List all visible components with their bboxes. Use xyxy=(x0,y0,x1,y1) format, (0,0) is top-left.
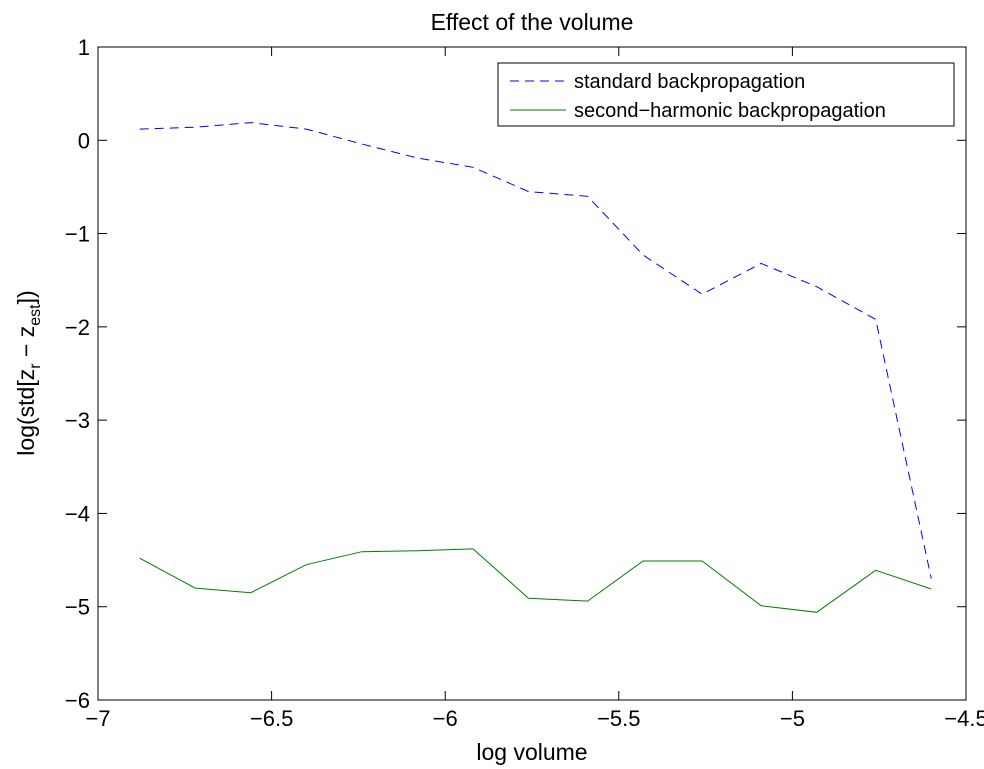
axes-box xyxy=(97,46,967,701)
x-tick-label: −6 xyxy=(433,706,458,731)
y-tick-label: −5 xyxy=(65,595,90,620)
y-axis-title: log(std[zr − zest]) xyxy=(13,290,44,455)
y-axis-title-sub-r: r xyxy=(27,363,44,369)
plot-area xyxy=(97,46,967,701)
x-tick-label: −5 xyxy=(780,706,805,731)
series-layer xyxy=(139,122,932,613)
x-tick-label: −6.5 xyxy=(250,706,293,731)
x-tick-label: −4.5 xyxy=(944,706,984,731)
series-line-second-harmonic xyxy=(139,548,932,613)
legend-label-second-harmonic: second−harmonic backpropagation xyxy=(574,100,886,122)
x-tick-label: −7 xyxy=(85,706,110,731)
series-line-standard xyxy=(139,122,932,579)
y-axis-title-middle: − z xyxy=(13,326,39,364)
y-tick-label: 0 xyxy=(78,128,90,153)
y-tick-label: −1 xyxy=(65,222,90,247)
y-tick-label: −3 xyxy=(65,408,90,433)
legend-label-standard: standard backpropagation xyxy=(574,71,805,93)
chart-title: Effect of the volume xyxy=(431,9,634,35)
y-tick-label: −2 xyxy=(65,315,90,340)
y-axis-title-prefix: log(std[z xyxy=(13,369,39,456)
y-axis: 1 0 −1 −2 −3 −4 −5 −6 xyxy=(65,35,966,713)
y-tick-label: −6 xyxy=(65,688,90,713)
y-axis-title-suffix: ]) xyxy=(13,290,39,304)
y-tick-label: −4 xyxy=(65,501,90,526)
x-axis: −7 −6.5 −6 −5.5 −5 −4.5 xyxy=(85,47,984,731)
legend-box xyxy=(497,62,955,127)
y-axis-title-sub-est: est xyxy=(27,304,44,326)
x-axis-title: log volume xyxy=(476,739,587,765)
x-tick-label: −5.5 xyxy=(597,706,640,731)
legend: standard backpropagation second−harmonic… xyxy=(497,62,955,127)
y-tick-label: 1 xyxy=(78,35,90,60)
